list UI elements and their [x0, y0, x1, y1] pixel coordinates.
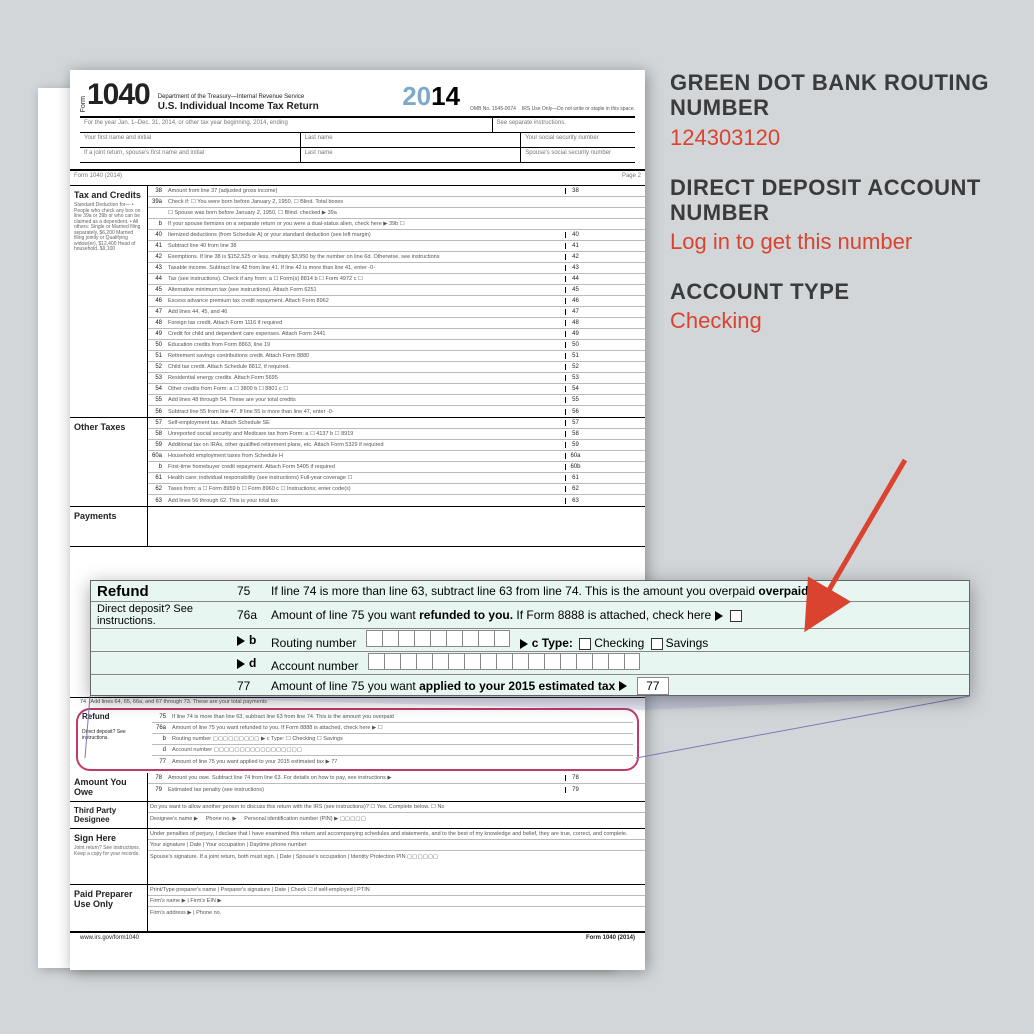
callout-arrow	[0, 0, 1034, 1034]
